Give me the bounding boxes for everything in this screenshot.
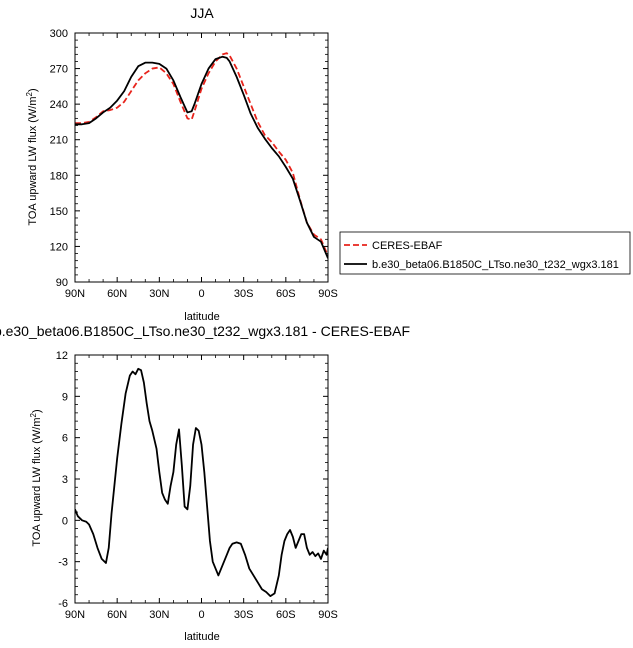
x-tick-label: 90S: [318, 609, 338, 621]
plot-area: 90N 60N 30N 0 30S 60S 90S 90 120 150 180 210 240 270 3…: [50, 28, 338, 300]
x-tick-label: 90S: [318, 288, 338, 300]
y-tick-label: 6: [62, 433, 68, 445]
y-tick-label: 270: [50, 64, 68, 76]
x-tick-label: 0: [198, 288, 204, 300]
plot-area: 90N 60N 30N 0 30S 60S 90S -6 -3 0 3 6 9 12: [56, 350, 338, 621]
y-tick-label: 3: [62, 474, 68, 486]
plot-frame: [74, 32, 329, 283]
top-panel-jja: JJA TOA upward LW flux (W/m2) latitude 9…: [25, 5, 631, 323]
x-tick-label: 30S: [234, 609, 254, 621]
y-tick-label: 9: [62, 391, 68, 403]
x-tick-label: 90N: [65, 288, 85, 300]
y-tick-label: 90: [56, 277, 68, 289]
legend-label-model: b.e30_beta06.B1850C_LTso.ne30_t232_wgx3.…: [372, 259, 619, 271]
chart-title: JJA: [190, 5, 214, 21]
x-tick-label: 0: [198, 609, 204, 621]
series-line-difference: [75, 367, 328, 598]
x-tick-label: 60N: [107, 609, 127, 621]
y-tick-label: -3: [58, 557, 68, 569]
y-tick-label: 150: [50, 206, 68, 218]
y-tick-label: -6: [58, 598, 68, 610]
y-tick-label: 180: [50, 170, 68, 182]
y-tick-label: 300: [50, 28, 68, 40]
y-tick-label: 120: [50, 241, 68, 253]
x-axis-label: latitude: [184, 311, 219, 323]
x-tick-label: 60S: [276, 609, 296, 621]
x-tick-label: 30N: [149, 609, 169, 621]
x-tick-label: 60S: [276, 288, 296, 300]
y-tick-label: 0: [62, 515, 68, 527]
chart-title: b.e30_beta06.B1850C_LTso.ne30_t232_wgx3.…: [0, 323, 410, 339]
series-line-b: [75, 55, 328, 259]
x-tick-label: 30S: [234, 288, 254, 300]
x-axis-label: latitude: [184, 631, 219, 643]
y-tick-label: 240: [50, 99, 68, 111]
legend-box: [339, 231, 631, 275]
x-tick-label: 90N: [65, 609, 85, 621]
series-line-ceres-ebaf: [75, 52, 328, 257]
x-tick-label: 60N: [107, 288, 127, 300]
plot-frame: [74, 354, 329, 604]
y-tick-label: 210: [50, 135, 68, 147]
y-axis-label: TOA upward LW flux (W/m2): [29, 409, 43, 546]
x-tick-label: 30N: [149, 288, 169, 300]
y-axis-label: TOA upward LW flux (W/m2): [25, 88, 39, 225]
legend: CERES-EBAF b.e30_beta06.B1850C_LTso.ne30…: [339, 231, 631, 275]
legend-label-ceres: CERES-EBAF: [372, 240, 443, 252]
bottom-panel-difference: b.e30_beta06.B1850C_LTso.ne30_t232_wgx3.…: [0, 323, 410, 643]
y-tick-label: 12: [56, 350, 68, 362]
